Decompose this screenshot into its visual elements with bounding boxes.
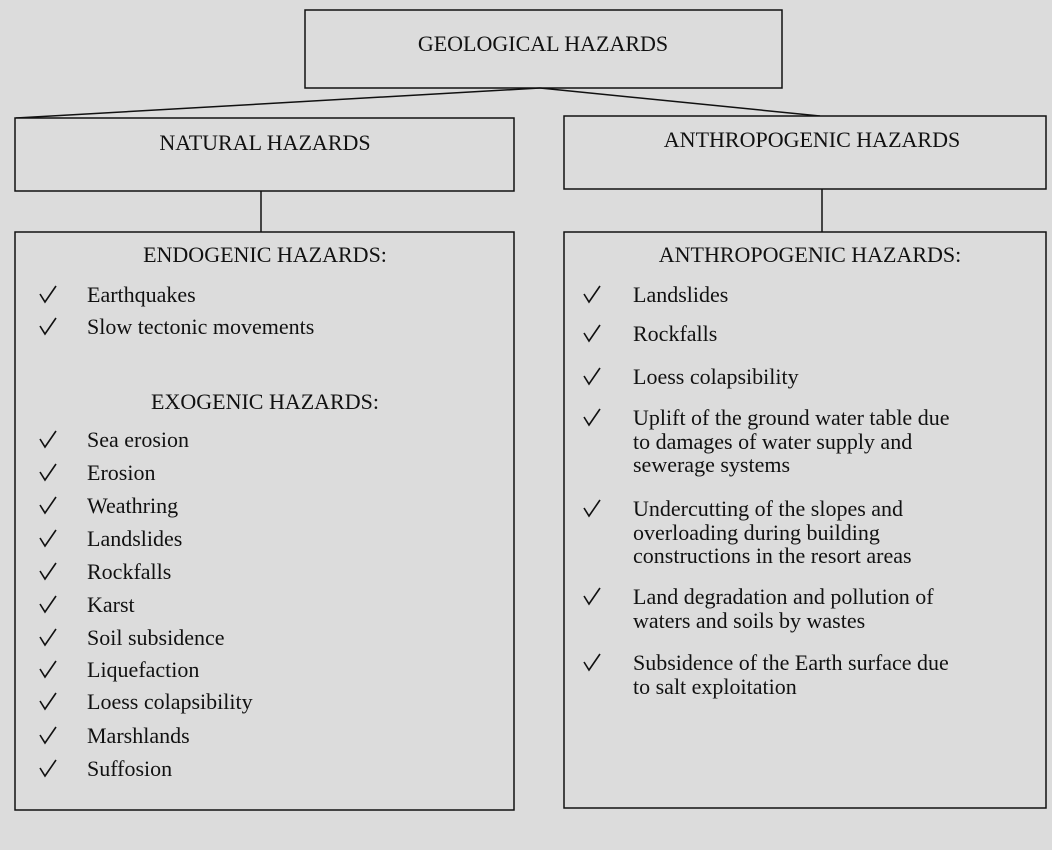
- item-text: Liquefaction: [87, 657, 200, 682]
- check-icon: [39, 595, 57, 614]
- list-item: Undercutting of the slopes and overloadin…: [633, 497, 912, 568]
- list-item: Subsidence of the Earth surface due to sa…: [633, 651, 949, 698]
- check-icon: [39, 660, 57, 679]
- item-text: to salt exploitation: [633, 673, 797, 699]
- check-icon: [39, 759, 57, 778]
- check-icon: [39, 529, 57, 548]
- list-item: Earthquakes: [87, 283, 196, 307]
- item-text: Weathring: [87, 493, 179, 518]
- list-item: Land degradation and pollution of waters …: [633, 585, 934, 632]
- list-item: Loess colapsibility: [87, 690, 253, 714]
- list-item: Slow tectonic movements: [87, 315, 314, 339]
- item-text: Loess colapsibility: [633, 364, 799, 389]
- item-text: Earthquakes: [87, 282, 196, 307]
- check-icon: [39, 463, 57, 482]
- list-item: Loess colapsibility: [633, 365, 799, 389]
- list-item: Liquefaction: [87, 658, 199, 682]
- group-heading: EXOGENIC HAZARDS:: [151, 389, 379, 414]
- item-text: Slow tectonic movements: [87, 314, 315, 339]
- item-text: Uplift of the ground water table due: [633, 405, 950, 430]
- item-text: Landslides: [633, 282, 729, 307]
- list-item: Landslides: [633, 283, 728, 307]
- item-text: sewerage systems: [633, 452, 791, 477]
- check-icon: [583, 324, 601, 343]
- list-box: [563, 231, 1047, 809]
- list-item: Marshlands: [87, 724, 190, 748]
- item-text: Undercutting of the slopes and: [633, 496, 904, 521]
- check-icon: [39, 692, 57, 711]
- item-text: Rockfalls: [633, 321, 718, 346]
- item-text: Karst: [87, 592, 135, 617]
- item-text: overloading during building: [633, 519, 880, 545]
- check-icon: [39, 562, 57, 581]
- item-text: Suffosion: [87, 756, 173, 781]
- list-item: Weathring: [87, 494, 178, 518]
- branch-label: ANTHROPOGENIC HAZARDS: [663, 127, 961, 152]
- group-heading: ENDOGENIC HAZARDS:: [143, 242, 387, 267]
- item-text: waters and soils by wastes: [633, 607, 866, 633]
- check-icon: [39, 430, 57, 449]
- branch-box: [563, 115, 1047, 190]
- item-text: constructions in the resort areas: [633, 543, 912, 568]
- check-icon: [39, 317, 57, 336]
- check-icon: [583, 587, 601, 606]
- list-box: [14, 231, 515, 811]
- check-icon: [583, 285, 601, 304]
- item-text: Marshlands: [87, 723, 190, 748]
- item-text: Loess colapsibility: [87, 689, 253, 714]
- check-icon: [39, 496, 57, 515]
- item-text: Land degradation and pollution of: [633, 584, 934, 609]
- list-item: Soil subsidence: [87, 626, 225, 650]
- list-item: Karst: [87, 593, 135, 617]
- list-item: Landslides: [87, 527, 182, 551]
- item-text: Erosion: [87, 460, 156, 485]
- group-heading: ANTHROPOGENIC HAZARDS:: [658, 242, 962, 267]
- item-text: Landslides: [87, 526, 183, 551]
- list-item: Suffosion: [87, 757, 172, 781]
- check-icon: [583, 653, 601, 672]
- item-text: Sea erosion: [87, 427, 190, 452]
- check-icon: [39, 628, 57, 647]
- item-text: Subsidence of the Earth surface due: [633, 650, 949, 675]
- list-item: Uplift of the ground water table due to d…: [633, 406, 949, 477]
- check-icon: [39, 285, 57, 304]
- list-item: Erosion: [87, 461, 155, 485]
- root-box: [304, 9, 783, 89]
- root-label: GEOLOGICAL HAZARDS: [417, 31, 669, 56]
- check-icon: [39, 726, 57, 745]
- item-text: to damages of water supply and: [633, 428, 913, 454]
- check-icon: [583, 499, 601, 518]
- list-item: Rockfalls: [87, 560, 171, 584]
- item-text: Soil subsidence: [87, 625, 225, 650]
- branch-label: NATURAL HAZARDS: [159, 130, 371, 155]
- list-item: Sea erosion: [87, 428, 189, 452]
- connector: [539, 87, 821, 117]
- check-icon: [583, 408, 601, 427]
- check-icon: [583, 367, 601, 386]
- item-text: Rockfalls: [87, 559, 172, 584]
- list-item: Rockfalls: [633, 322, 717, 346]
- connector: [15, 87, 541, 119]
- branch-box: [14, 117, 515, 192]
